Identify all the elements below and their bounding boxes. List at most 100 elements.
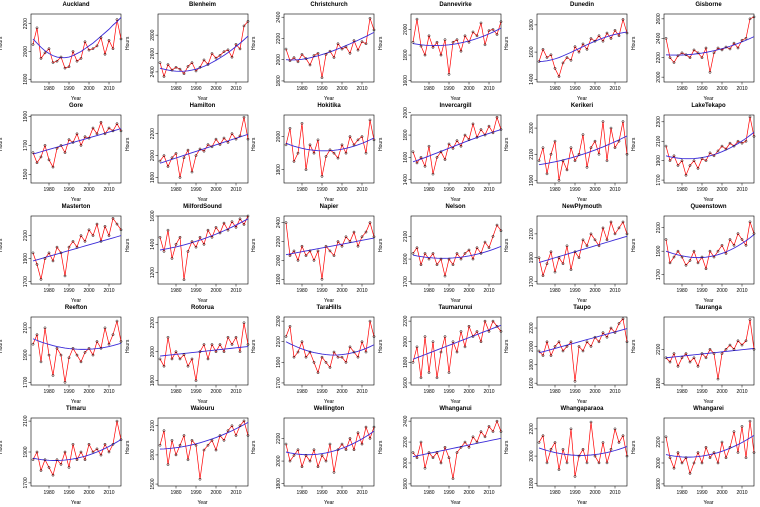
x-tick-label: 2010 xyxy=(609,490,620,496)
x-tick-label: 1980 xyxy=(549,187,560,193)
observed-series-line xyxy=(286,321,374,373)
y-tick-label: 1700 xyxy=(23,477,29,488)
x-tick-label: 2000 xyxy=(589,187,600,193)
x-tick-label: 1990 xyxy=(443,86,454,92)
x-tick-label: 2000 xyxy=(83,490,94,496)
x-tick-label: 1990 xyxy=(63,86,74,92)
plot-frame xyxy=(31,14,121,82)
x-tick-label: 1990 xyxy=(316,389,327,395)
y-tick-label: 1800 xyxy=(529,359,535,370)
trend-line xyxy=(539,32,627,62)
y-tick-label: 2200 xyxy=(529,322,535,333)
y-tick-label: 1900 xyxy=(403,253,409,264)
x-tick-label: 1990 xyxy=(569,86,580,92)
x-tick-label: 1980 xyxy=(423,288,434,294)
observed-series-line xyxy=(539,222,627,276)
trend-line xyxy=(666,132,754,158)
x-tick-label: 2010 xyxy=(356,288,367,294)
x-tick-label: 2010 xyxy=(609,86,620,92)
x-tick-label: 2010 xyxy=(356,490,367,496)
y-tick-label: 1800 xyxy=(529,478,535,489)
y-tick-label: 2400 xyxy=(276,11,282,22)
y-tick-label: 2100 xyxy=(23,322,29,333)
plot-frame xyxy=(31,216,121,284)
x-tick-label: 1980 xyxy=(549,86,560,92)
y-tick-label: 1600 xyxy=(403,152,409,163)
x-tick-label: 1990 xyxy=(190,490,201,496)
trend-line xyxy=(33,129,121,154)
trend-line xyxy=(33,17,121,57)
x-tick-label: 2010 xyxy=(736,288,747,294)
y-tick-label: 1400 xyxy=(529,74,535,85)
y-tick-label: 2300 xyxy=(656,116,662,127)
x-tick-label: 2010 xyxy=(356,187,367,193)
y-tick-label: 1800 xyxy=(403,357,409,368)
x-tick-label: 2000 xyxy=(463,288,474,294)
observed-series-line xyxy=(666,421,754,473)
x-tick-label: 1990 xyxy=(696,288,707,294)
x-tick-label: 1990 xyxy=(316,490,327,496)
y-tick-label: 1800 xyxy=(656,378,662,389)
y-tick-label: 1800 xyxy=(276,478,282,489)
trend-line xyxy=(413,130,501,162)
x-tick-label: 2010 xyxy=(230,187,241,193)
x-tick-label: 1980 xyxy=(43,288,54,294)
x-tick-label: 2000 xyxy=(463,389,474,395)
y-tick-label: 2400 xyxy=(276,217,282,228)
y-tick-label: 1800 xyxy=(276,75,282,86)
observed-series-line xyxy=(286,120,374,176)
trend-line xyxy=(160,347,248,357)
y-tick-label: 1400 xyxy=(150,239,156,250)
x-tick-label: 1980 xyxy=(676,86,687,92)
x-tick-label: 1980 xyxy=(549,389,560,395)
plot-frame xyxy=(31,317,121,385)
y-tick-label: 1600 xyxy=(403,377,409,388)
x-tick-label: 1990 xyxy=(316,288,327,294)
y-tick-label: 1500 xyxy=(150,478,156,489)
observed-series-line xyxy=(413,19,501,74)
plot-frame xyxy=(411,216,501,284)
observed-series-line xyxy=(286,18,374,78)
x-tick-label: 1990 xyxy=(569,288,580,294)
x-tick-label: 1980 xyxy=(676,490,687,496)
x-tick-label: 1980 xyxy=(170,187,181,193)
x-tick-label: 1980 xyxy=(676,187,687,193)
y-tick-label: 2800 xyxy=(150,29,156,40)
x-tick-label: 2000 xyxy=(589,288,600,294)
x-tick-label: 2010 xyxy=(736,86,747,92)
y-tick-label: 2000 xyxy=(529,341,535,352)
x-tick-label: 2010 xyxy=(230,490,241,496)
x-tick-label: 1980 xyxy=(549,490,560,496)
observed-series-line xyxy=(666,222,754,269)
x-tick-label: 1980 xyxy=(423,490,434,496)
x-tick-label: 2000 xyxy=(716,187,727,193)
x-tick-label: 2000 xyxy=(716,288,727,294)
x-tick-label: 2000 xyxy=(716,389,727,395)
x-tick-label: 2010 xyxy=(736,389,747,395)
x-tick-label: 2000 xyxy=(83,86,94,92)
trend-line xyxy=(666,435,754,457)
x-tick-label: 2000 xyxy=(463,86,474,92)
y-tick-label: 1800 xyxy=(403,478,409,489)
x-tick-label: 2000 xyxy=(336,288,347,294)
x-tick-label: 2010 xyxy=(230,288,241,294)
